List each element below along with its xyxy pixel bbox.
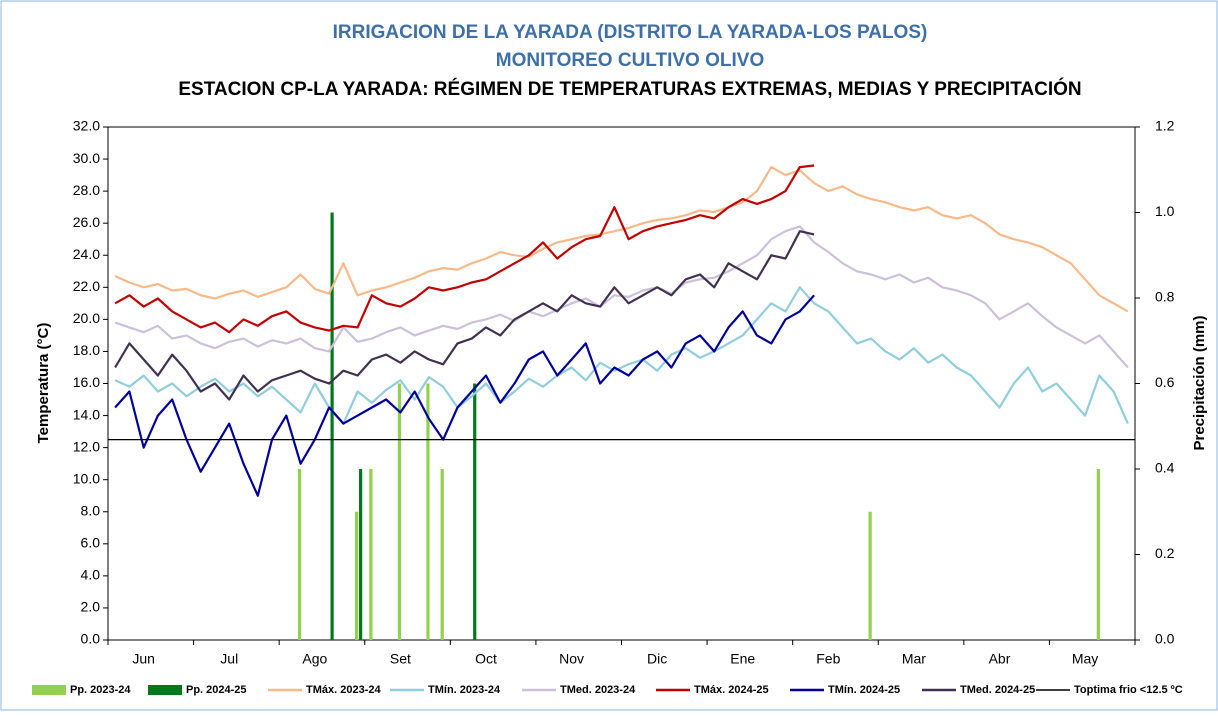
legend-label: TMáx. 2024-25 bbox=[694, 684, 769, 696]
y-tick-label: 14.0 bbox=[73, 406, 100, 422]
legend-label: Pp. 2023-24 bbox=[70, 684, 131, 696]
x-tick-label: Nov bbox=[559, 651, 584, 667]
y2-tick-label: 0.0 bbox=[1155, 631, 1175, 647]
y-tick-label: 26.0 bbox=[73, 214, 100, 230]
y-tick-label: 6.0 bbox=[81, 535, 101, 551]
chart-heading: ESTACION CP-LA YARADA: RÉGIMEN DE TEMPER… bbox=[178, 78, 1081, 100]
legend-label: TMín. 2023-24 bbox=[428, 684, 501, 696]
x-tick-label: Oct bbox=[475, 651, 497, 667]
y-axis-label: Temperatura (°C) bbox=[35, 323, 52, 444]
y-tick-label: 16.0 bbox=[73, 374, 100, 390]
precip-bar bbox=[868, 511, 872, 640]
y2-tick-label: 1.2 bbox=[1155, 118, 1175, 134]
y2-tick-label: 1.0 bbox=[1155, 203, 1175, 219]
y2-tick-label: 0.2 bbox=[1155, 545, 1175, 561]
temperature-line bbox=[114, 164, 815, 334]
y-tick-label: 8.0 bbox=[81, 502, 101, 518]
y-tick-label: 4.0 bbox=[81, 567, 101, 583]
chart-title: IRRIGACION DE LA YARADA (DISTRITO LA YAR… bbox=[333, 22, 928, 43]
temperature-line bbox=[114, 230, 815, 401]
x-tick-label: Jun bbox=[132, 651, 155, 667]
precip-bar bbox=[426, 383, 430, 640]
y-tick-label: 18.0 bbox=[73, 342, 100, 358]
temperature-line bbox=[114, 286, 1129, 425]
temperature-line bbox=[114, 294, 815, 497]
y-tick-label: 30.0 bbox=[73, 150, 100, 166]
y2-tick-label: 0.6 bbox=[1155, 374, 1175, 390]
legend-label: Pp. 2024-25 bbox=[186, 684, 247, 696]
y-tick-label: 10.0 bbox=[73, 470, 100, 486]
legend-label: TMed. 2024-25 bbox=[960, 684, 1035, 696]
legend-label: TMed. 2023-24 bbox=[560, 684, 636, 696]
y-tick-label: 32.0 bbox=[73, 118, 100, 134]
x-tick-label: Mar bbox=[902, 651, 926, 667]
x-tick-label: Feb bbox=[816, 651, 840, 667]
y2-tick-label: 0.8 bbox=[1155, 289, 1175, 305]
precip-bar bbox=[369, 469, 373, 640]
x-tick-label: Jul bbox=[220, 651, 238, 667]
y2-axis-label: Precipitación (mm) bbox=[1191, 315, 1208, 450]
y2-tick-label: 0.4 bbox=[1155, 460, 1175, 476]
temperature-line bbox=[114, 166, 1129, 313]
precip-bar bbox=[330, 212, 334, 640]
precip-bar bbox=[440, 469, 444, 640]
x-tick-label: Set bbox=[390, 651, 411, 667]
y-tick-label: 20.0 bbox=[73, 310, 100, 326]
x-tick-label: Dic bbox=[647, 651, 667, 667]
precip-bar bbox=[473, 383, 477, 640]
legend-label: Toptima frio <12.5 ºC bbox=[1074, 684, 1183, 696]
y-tick-label: 12.0 bbox=[73, 438, 100, 454]
y-tick-label: 24.0 bbox=[73, 246, 100, 262]
x-tick-label: Abr bbox=[989, 651, 1011, 667]
legend-label: TMáx. 2023-24 bbox=[306, 684, 381, 696]
precip-bar bbox=[297, 469, 302, 640]
precip-bar bbox=[355, 511, 359, 640]
y-tick-label: 22.0 bbox=[73, 278, 100, 294]
y-tick-label: 0.0 bbox=[81, 631, 101, 647]
y-tick-label: 28.0 bbox=[73, 182, 100, 198]
x-tick-label: May bbox=[1072, 651, 1098, 667]
x-tick-label: Ago bbox=[302, 651, 327, 667]
legend-swatch bbox=[148, 685, 182, 695]
precip-bar bbox=[359, 469, 363, 640]
x-tick-label: Ene bbox=[730, 651, 755, 667]
precip-bar bbox=[1096, 469, 1100, 640]
precip-bar bbox=[397, 383, 402, 640]
y-tick-label: 2.0 bbox=[81, 599, 101, 615]
legend-swatch bbox=[32, 685, 66, 695]
legend-label: TMín. 2024-25 bbox=[828, 684, 900, 696]
chart-subtitle: MONITOREO CULTIVO OLIVO bbox=[496, 50, 764, 71]
